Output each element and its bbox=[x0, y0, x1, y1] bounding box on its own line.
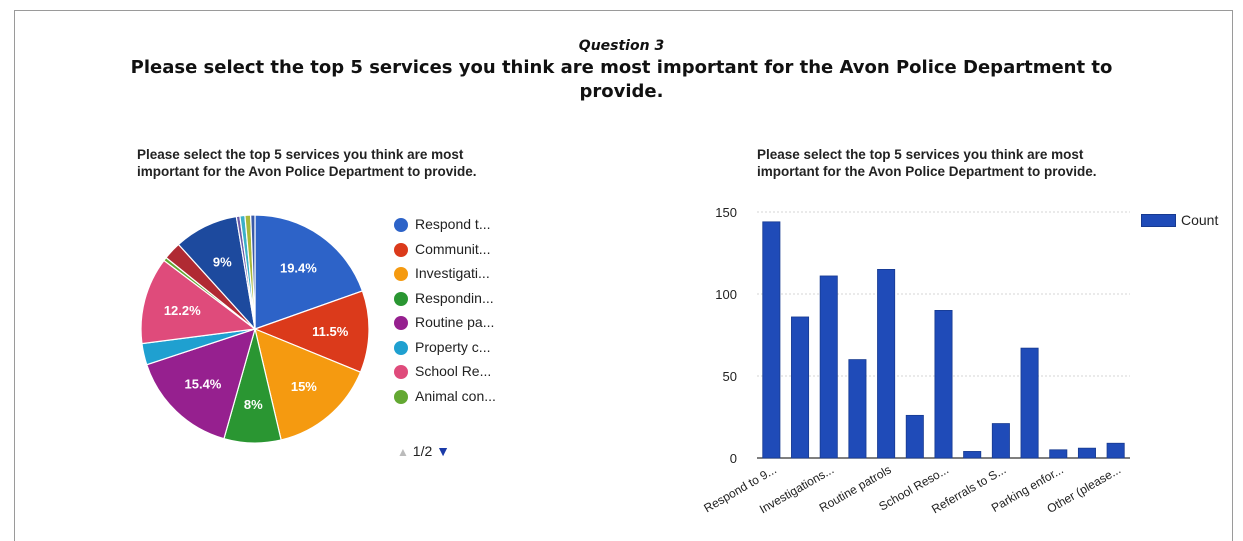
bar-legend-swatch bbox=[1141, 214, 1176, 227]
pie-slice[interactable] bbox=[254, 328, 362, 441]
bar[interactable] bbox=[1106, 442, 1125, 459]
legend-label: Property c... bbox=[415, 338, 491, 355]
pie-slice-label: 15% bbox=[291, 379, 317, 394]
legend-label: Investigati... bbox=[415, 265, 490, 281]
survey-panel bbox=[14, 10, 1233, 541]
bar[interactable] bbox=[848, 359, 867, 459]
bar[interactable] bbox=[1077, 447, 1096, 459]
legend-pager: ▲ 1/2 ▼ bbox=[397, 443, 450, 459]
pie-slice-label: 19.4% bbox=[280, 261, 317, 276]
y-tick-label: 0 bbox=[730, 451, 737, 466]
bar[interactable] bbox=[762, 221, 781, 459]
pie-slice[interactable] bbox=[145, 328, 256, 440]
pie-slice[interactable] bbox=[254, 215, 364, 330]
legend-dot-icon bbox=[394, 389, 408, 404]
bar[interactable] bbox=[1020, 347, 1039, 459]
legend-label: Respondin... bbox=[415, 289, 494, 306]
legend-label: School Re... bbox=[415, 363, 492, 379]
bar[interactable] bbox=[1049, 449, 1068, 459]
bar[interactable] bbox=[877, 269, 896, 459]
pie-slice[interactable] bbox=[250, 215, 256, 330]
pager-down-icon[interactable]: ▼ bbox=[436, 443, 450, 459]
y-tick-label: 50 bbox=[723, 369, 737, 384]
bar[interactable] bbox=[791, 316, 810, 459]
pie-slice-label: 8% bbox=[244, 397, 263, 412]
pager-page: 1/2 bbox=[412, 443, 433, 459]
legend-dot-icon bbox=[394, 218, 408, 232]
question-label: Question 3 bbox=[578, 38, 665, 54]
bar[interactable] bbox=[819, 275, 838, 459]
legend-dot-icon bbox=[394, 291, 408, 306]
legend-dot-icon bbox=[394, 340, 408, 355]
bar-legend-label: Count bbox=[1181, 212, 1219, 228]
legend-label: Routine pa... bbox=[415, 314, 495, 330]
legend-label: Animal con... bbox=[415, 387, 496, 404]
pie-chart: 19.4% 11.5% 15% 8% 15.4% 12.2% 9% bbox=[140, 215, 370, 444]
pie-slice[interactable] bbox=[253, 290, 370, 373]
legend-dot-icon bbox=[394, 316, 408, 330]
bar[interactable] bbox=[905, 414, 924, 459]
bar[interactable] bbox=[991, 423, 1010, 459]
pie-slice[interactable] bbox=[140, 259, 257, 345]
pie-chart-title: Please select the top 5 services you thi… bbox=[137, 147, 477, 179]
pie-slice-label: 9% bbox=[213, 254, 232, 269]
y-tick-label: 150 bbox=[715, 205, 737, 220]
pie-slice-label: 12.2% bbox=[164, 303, 201, 318]
legend-dot-icon bbox=[394, 365, 408, 379]
y-tick-label: 100 bbox=[715, 287, 737, 302]
legend-label: Communit... bbox=[415, 240, 491, 257]
bar[interactable] bbox=[934, 310, 953, 459]
bar-chart-title: Please select the top 5 services you thi… bbox=[757, 147, 1097, 179]
legend-dot-icon bbox=[394, 242, 408, 257]
pie-slice-label: 11.5% bbox=[312, 324, 349, 339]
bar[interactable] bbox=[963, 451, 982, 459]
pager-up-icon[interactable]: ▲ bbox=[397, 445, 409, 459]
legend-label: Respond t... bbox=[415, 216, 491, 232]
pie-slice-label: 15.4% bbox=[185, 376, 222, 391]
question-title: Please select the top 5 services you thi… bbox=[130, 57, 1113, 102]
legend-dot-icon bbox=[394, 267, 408, 281]
